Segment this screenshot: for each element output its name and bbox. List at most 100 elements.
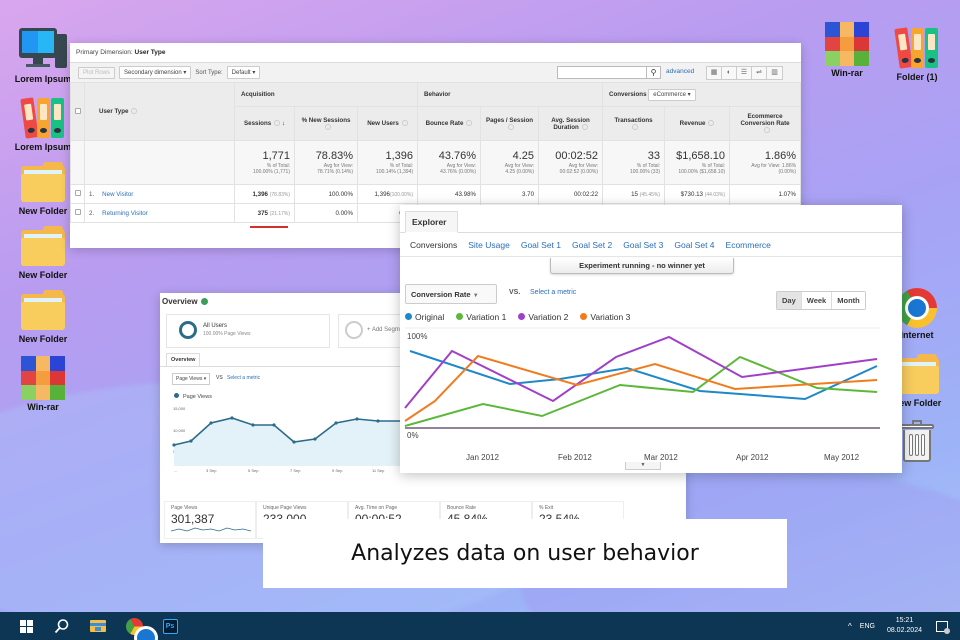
tab-overview[interactable]: Overview — [166, 353, 201, 366]
subnav-conversions[interactable]: Conversions — [410, 240, 458, 250]
table-search-input[interactable]: ⚲ — [557, 66, 661, 79]
subnav-goal-set-4[interactable]: Goal Set 4 — [674, 240, 715, 250]
column-header-new-users[interactable]: New Users — [356, 106, 419, 141]
metric-select[interactable]: Page Views ▾ — [172, 373, 211, 385]
column-header-bounce-rate[interactable]: Bounce Rate — [417, 106, 482, 141]
sparkline — [170, 527, 252, 532]
taskbar: Ps ^ ENG 15:21 08.02.2024 — [0, 612, 960, 640]
tray-chevron-up-icon[interactable]: ^ — [848, 621, 852, 631]
conversion-rate-select[interactable]: Conversion Rate ▼ — [405, 284, 497, 304]
caption-banner: Analyzes data on user behavior — [263, 519, 787, 588]
performance-view-icon[interactable]: ☰ — [737, 67, 752, 79]
column-header-sessions[interactable]: Sessions ↓ — [234, 106, 295, 141]
period-day-button[interactable]: Day — [777, 292, 802, 309]
legend-original[interactable]: Original — [405, 312, 444, 322]
desktop-icon-folder[interactable]: New Folder — [8, 160, 78, 216]
desktop-icon-binders[interactable]: Lorem Ipsum — [8, 96, 78, 152]
help-icon[interactable] — [131, 108, 138, 115]
tab-explorer[interactable]: Explorer — [405, 211, 458, 233]
column-header-ecommerce-conversion-rate[interactable]: Ecommerce Conversion Rate — [729, 106, 802, 141]
help-icon[interactable] — [708, 120, 715, 127]
column-header-revenue[interactable]: Revenue — [664, 106, 731, 141]
period-week-button[interactable]: Week — [801, 292, 833, 309]
segment-ring-icon — [179, 321, 197, 339]
help-icon[interactable] — [401, 120, 408, 127]
table-view-icon[interactable]: ▦ — [707, 67, 722, 79]
desktop-icon-internet[interactable]: Internet — [882, 288, 952, 340]
desktop-icon-folder[interactable]: New Folder — [882, 352, 952, 408]
column-header-transactions[interactable]: Transactions — [602, 106, 666, 141]
svg-text:...: ... — [174, 468, 177, 473]
select-metric-link[interactable]: Select a metric — [227, 375, 261, 381]
desktop-icon-computer[interactable]: Lorem Ipsum — [8, 28, 78, 84]
subnav-ecommerce[interactable]: Ecommerce — [725, 240, 771, 250]
plot-rows-button[interactable]: Plot Rows — [78, 66, 116, 79]
subnav-goal-set-3[interactable]: Goal Set 3 — [623, 240, 664, 250]
period-month-button[interactable]: Month — [832, 292, 865, 309]
subnav-goal-set-1[interactable]: Goal Set 1 — [520, 240, 562, 250]
svg-text:7 Sep: 7 Sep — [290, 468, 301, 473]
legend-variation-1[interactable]: Variation 1 — [456, 312, 506, 322]
help-icon[interactable] — [632, 123, 639, 130]
chart-legend: Original Variation 1 Variation 2 Variati… — [405, 312, 630, 322]
desktop-icon-folder[interactable]: New Folder — [8, 288, 78, 344]
chrome-taskbar-button[interactable] — [118, 612, 155, 640]
chevron-down-icon: ▼ — [472, 293, 479, 299]
vs-label: VS. — [509, 289, 521, 296]
advanced-filter-link[interactable]: advanced — [666, 68, 695, 75]
pivot-view-icon[interactable]: ▥ — [767, 67, 782, 79]
conversions-select[interactable]: eCommerce ▾ — [648, 89, 696, 101]
desktop-icon-folder[interactable]: New Folder — [8, 224, 78, 280]
svg-text:3 Sep: 3 Sep — [206, 468, 217, 473]
segment-all-users[interactable]: All Users 100.00% Page Views — [166, 314, 330, 348]
column-header-pct-new-sessions[interactable]: % New Sessions — [294, 106, 358, 141]
legend-dot-icon — [518, 313, 526, 320]
sort-type-select[interactable]: Default ▾ — [226, 66, 261, 79]
series-variation-3 — [404, 354, 878, 422]
row-checkbox[interactable] — [75, 209, 81, 215]
file-explorer-button[interactable] — [82, 612, 114, 640]
secondary-dimension-select[interactable]: Secondary dimension ▾ — [119, 66, 192, 79]
language-indicator[interactable]: ENG — [859, 622, 875, 630]
desktop-icon-winrar[interactable]: Win-rar — [8, 356, 78, 412]
help-icon[interactable] — [274, 120, 281, 127]
user-type-link[interactable]: Returning Visitor — [102, 209, 148, 217]
chart-expand-toggle[interactable]: ▼ — [625, 462, 661, 470]
photoshop-button[interactable]: Ps — [154, 612, 186, 640]
search-button[interactable] — [46, 612, 78, 640]
desktop-icon-recycle-bin[interactable] — [882, 418, 952, 462]
help-icon[interactable] — [508, 123, 515, 130]
experiment-status-banner: Experiment running - no winner yet — [550, 258, 734, 274]
search-icon[interactable]: ⚲ — [646, 67, 660, 78]
select-metric-link[interactable]: Select a metric — [530, 289, 577, 296]
folder-icon — [21, 160, 65, 204]
legend-variation-2[interactable]: Variation 2 — [518, 312, 568, 322]
svg-text:11 Sep: 11 Sep — [372, 468, 385, 473]
notification-icon[interactable] — [936, 620, 950, 634]
row-checkbox[interactable] — [75, 190, 81, 196]
clock[interactable]: 15:21 08.02.2024 — [886, 617, 922, 634]
select-all-checkbox[interactable] — [74, 107, 81, 114]
subnav-goal-set-2[interactable]: Goal Set 2 — [572, 240, 613, 250]
totals-row: 1,771% of Total: 100.00% (1,771) 78.83% Av… — [70, 140, 802, 185]
svg-text:Jan 2012: Jan 2012 — [466, 453, 499, 462]
user-type-link[interactable]: New Visitor — [102, 190, 134, 198]
help-icon[interactable] — [581, 123, 588, 130]
vs-label: VS — [216, 375, 223, 381]
help-icon[interactable] — [466, 120, 473, 127]
column-header-avg-session-duration[interactable]: Avg. Session Duration — [538, 106, 604, 141]
pie-view-icon[interactable]: ◐ — [722, 67, 737, 79]
legend-variation-3[interactable]: Variation 3 — [580, 312, 630, 322]
svg-text:15,000: 15,000 — [173, 406, 186, 411]
subnav-site-usage[interactable]: Site Usage — [468, 240, 510, 250]
primary-dimension-value[interactable]: User Type — [134, 49, 166, 56]
help-icon[interactable] — [763, 127, 770, 134]
series-variation-1 — [404, 355, 878, 427]
start-button[interactable] — [10, 612, 42, 640]
help-icon[interactable] — [324, 123, 331, 130]
chevron-down-icon: ▼ — [640, 462, 646, 468]
desktop-icon-winrar[interactable]: Win-rar — [812, 22, 882, 78]
comparison-view-icon[interactable]: ⇌ — [752, 67, 767, 79]
desktop-icon-folder-1[interactable]: Folder (1) — [882, 26, 952, 82]
column-header-pages-session[interactable]: Pages / Session — [480, 106, 540, 141]
